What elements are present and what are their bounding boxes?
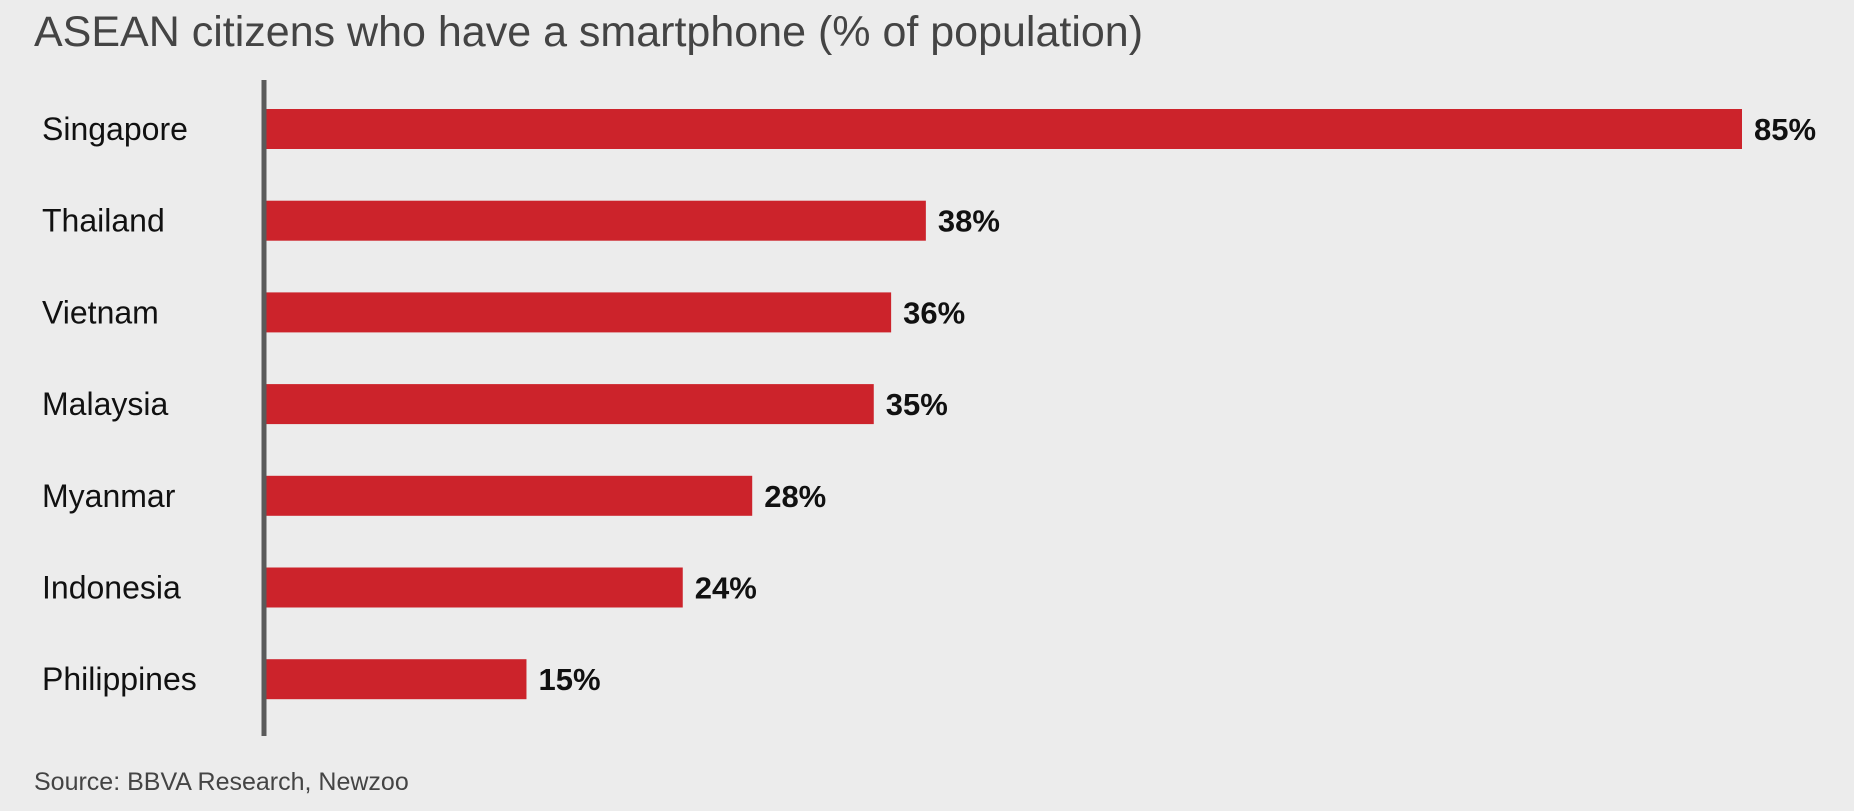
data-label: 36% [903, 295, 965, 330]
category-label: Singapore [42, 111, 188, 147]
category-label: Thailand [42, 203, 165, 239]
bar [266, 292, 892, 333]
category-label: Myanmar [42, 478, 176, 514]
category-label: Malaysia [42, 386, 168, 422]
bar [266, 384, 874, 425]
source-note: Source: BBVA Research, Newzoo [34, 768, 409, 796]
data-label: 28% [764, 479, 826, 514]
bar [266, 567, 683, 608]
data-label: 24% [695, 571, 757, 606]
bar [266, 200, 926, 241]
category-label: Indonesia [42, 570, 181, 606]
category-label: Vietnam [42, 294, 159, 330]
data-label: 35% [886, 387, 948, 422]
bar [266, 109, 1742, 149]
category-label: Philippines [42, 661, 197, 697]
data-label: 85% [1754, 112, 1816, 147]
bar [266, 475, 753, 516]
bar [266, 659, 527, 700]
chart-title: ASEAN citizens who have a smartphone (% … [34, 8, 1144, 56]
data-label: 15% [538, 662, 600, 697]
data-label: 38% [938, 204, 1000, 239]
